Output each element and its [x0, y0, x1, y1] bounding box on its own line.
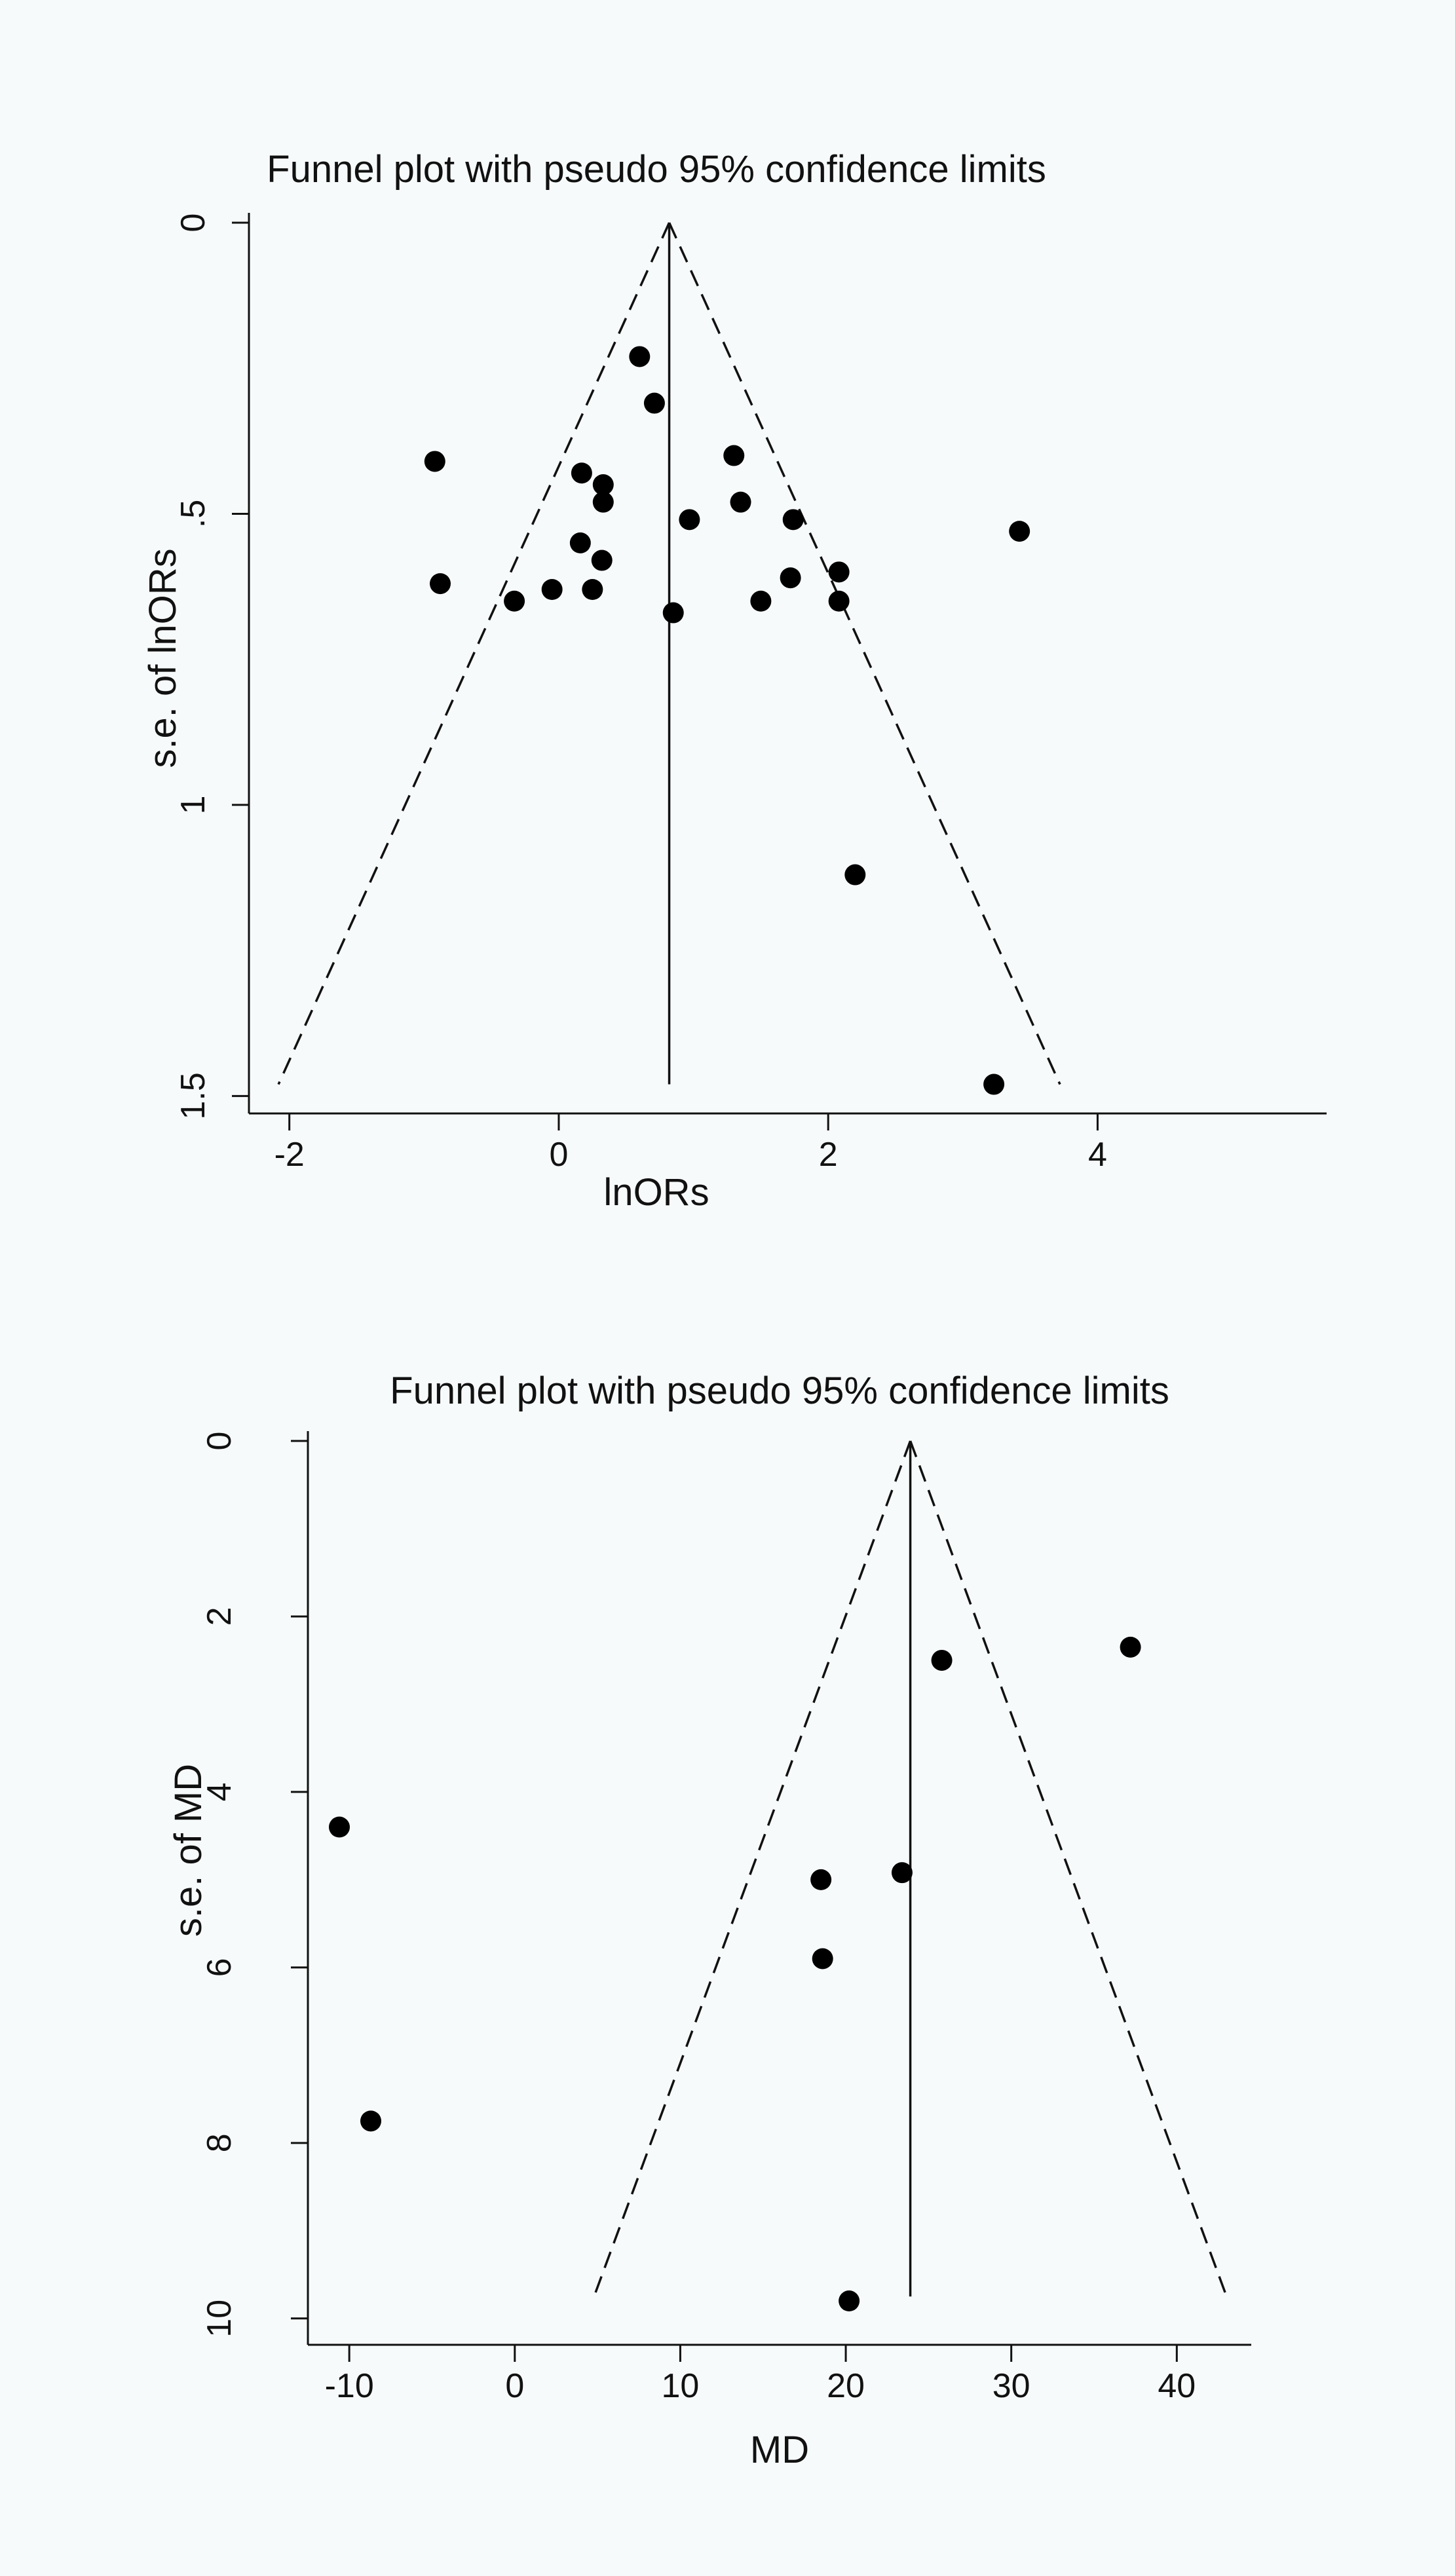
y-tick-label: 2 — [200, 1607, 238, 1626]
data-point — [750, 590, 772, 612]
x-tick-label: -2 — [274, 1136, 305, 1174]
data-point — [504, 590, 525, 612]
data-point — [891, 1862, 913, 1884]
data-point — [569, 532, 591, 553]
data-point — [582, 579, 603, 600]
axes: -10 0 10 20 30 40 0 2 4 6 8 10 — [200, 1431, 1251, 2405]
data-point — [983, 1073, 1005, 1095]
y-tick-label: 8 — [200, 2133, 238, 2152]
data-point — [424, 451, 445, 472]
x-tick-label: 0 — [505, 2367, 524, 2405]
funnel-plot-md: Funnel plot with pseudo 95% confidence l… — [167, 1370, 1251, 2471]
funnel-plot-lnors: Funnel plot with pseudo 95% confidence l… — [142, 148, 1327, 1214]
data-point — [931, 1649, 953, 1671]
data-point — [429, 573, 451, 595]
data-point — [812, 1948, 833, 1969]
y-tick-label: .5 — [174, 500, 212, 528]
x-tick-label: 2 — [819, 1136, 838, 1174]
data-point — [730, 491, 751, 513]
data-points — [424, 346, 1030, 1095]
data-point — [1009, 521, 1030, 542]
data-point — [571, 462, 592, 484]
upper-confidence-limit — [909, 1440, 1228, 2297]
x-tick-label: 0 — [549, 1136, 568, 1174]
x-tick-label: 40 — [1158, 2367, 1196, 2405]
data-point — [828, 561, 850, 583]
axes: -2 0 2 4 0 .5 1 1.5 — [174, 213, 1327, 1174]
y-tick-label: 0 — [174, 214, 212, 233]
data-point — [839, 2290, 860, 2312]
y-axis-label: s.e. of lnORs — [142, 548, 184, 768]
data-point — [592, 474, 614, 495]
lower-confidence-limit — [277, 222, 671, 1085]
data-point — [592, 491, 614, 513]
y-tick-label: 4 — [200, 1782, 238, 1801]
data-points — [329, 1636, 1141, 2312]
data-point — [360, 2110, 381, 2132]
data-point — [541, 579, 563, 600]
y-tick-label: 10 — [200, 2300, 238, 2338]
x-tick-label: 4 — [1088, 1136, 1107, 1174]
y-tick-label: 6 — [200, 1958, 238, 1977]
y-tick-label: 1.5 — [174, 1072, 212, 1119]
y-tick-label: 0 — [200, 1432, 238, 1451]
y-tick-label: 1 — [174, 795, 212, 814]
data-point — [629, 346, 651, 367]
data-point — [828, 590, 850, 612]
data-point — [723, 445, 745, 466]
data-point — [329, 1816, 350, 1838]
data-point — [591, 550, 613, 571]
x-tick-label: 10 — [661, 2367, 699, 2405]
x-tick-label: 20 — [827, 2367, 865, 2405]
confidence-funnel — [277, 222, 1061, 1085]
data-point — [1120, 1636, 1141, 1658]
upper-confidence-limit — [668, 222, 1061, 1085]
chart-title: Funnel plot with pseudo 95% confidence l… — [390, 1370, 1169, 1412]
data-point — [810, 1869, 832, 1890]
data-point — [679, 509, 700, 531]
data-point — [780, 567, 801, 589]
data-point — [844, 864, 866, 886]
y-axis-label: s.e. of MD — [167, 1764, 210, 1937]
lower-confidence-limit — [593, 1440, 912, 2297]
x-tick-label: 30 — [992, 2367, 1030, 2405]
chart-title: Funnel plot with pseudo 95% confidence l… — [267, 148, 1046, 191]
data-point — [662, 602, 684, 624]
x-tick-label: -10 — [325, 2367, 374, 2405]
x-axis-label: MD — [750, 2429, 809, 2471]
x-axis-label: lnORs — [603, 1171, 709, 1214]
data-point — [782, 509, 804, 531]
data-point — [643, 392, 665, 414]
